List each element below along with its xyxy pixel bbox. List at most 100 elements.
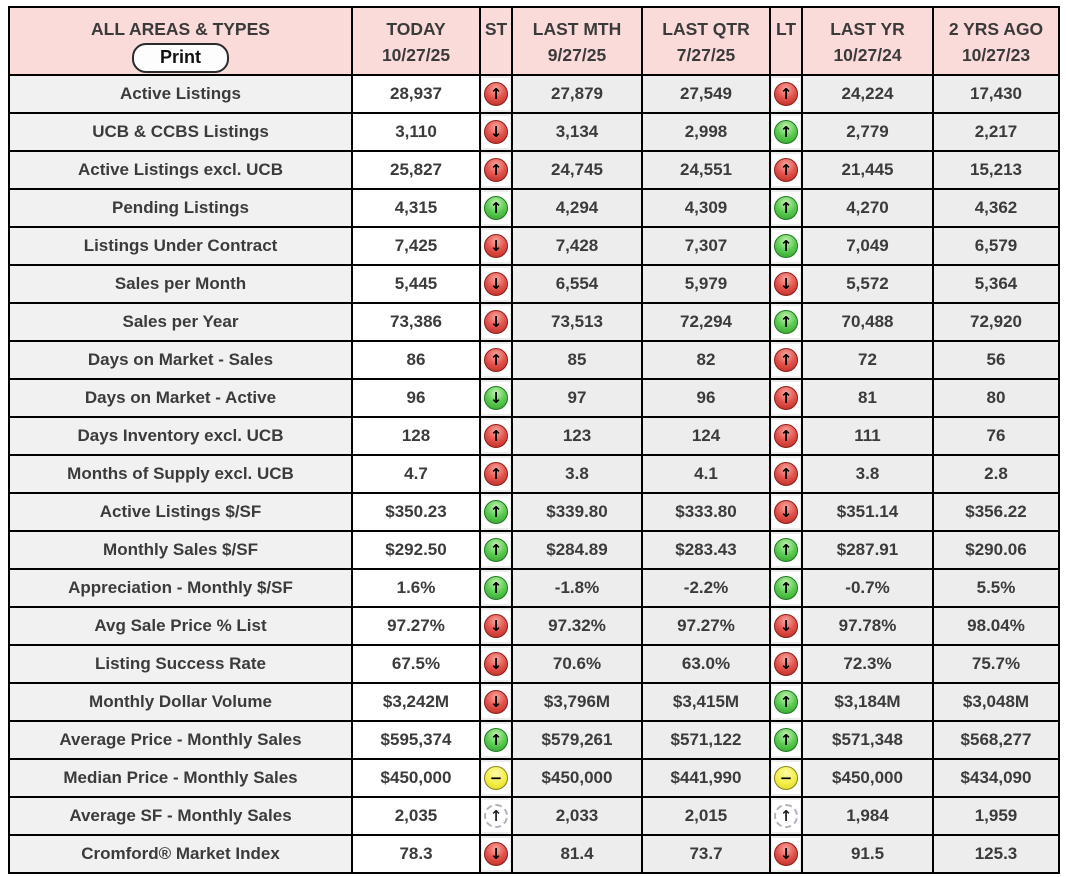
- two-yrs-ago-value: 98.04%: [932, 606, 1060, 646]
- st-indicator-cell: −: [479, 758, 513, 798]
- last-yr-value: 3.8: [801, 454, 934, 494]
- row-label: Cromford® Market Index: [8, 834, 353, 874]
- row-label: Listing Success Rate: [8, 644, 353, 684]
- lt-indicator-cell: ↑: [769, 378, 803, 418]
- last-qtr-value: $333.80: [641, 492, 771, 532]
- header-lt: LT: [769, 6, 803, 76]
- trend-yellow-minus-icon: −: [482, 762, 510, 794]
- table-row: Avg Sale Price % List 97.27% ↓ 97.32% 97…: [8, 606, 1060, 646]
- last-yr-value: 91.5: [801, 834, 934, 874]
- st-indicator-cell: ↓: [479, 682, 513, 722]
- last-yr-value: 24,224: [801, 74, 934, 114]
- trend-red-down-icon: ↓: [772, 496, 800, 528]
- st-indicator-cell: ↑: [479, 340, 513, 380]
- today-value: 96: [351, 378, 481, 418]
- last-mth-value: $579,261: [511, 720, 643, 760]
- row-label: UCB & CCBS Listings: [8, 112, 353, 152]
- table-row: Active Listings 28,937 ↑ 27,879 27,549 ↑…: [8, 74, 1060, 114]
- today-value: $3,242M: [351, 682, 481, 722]
- last-yr-value: $450,000: [801, 758, 934, 798]
- row-label: Days on Market - Active: [8, 378, 353, 418]
- table-row: Appreciation - Monthly $/SF 1.6% ↑ -1.8%…: [8, 568, 1060, 608]
- lt-indicator-cell: ↑: [769, 188, 803, 228]
- table-row: Active Listings excl. UCB 25,827 ↑ 24,74…: [8, 150, 1060, 190]
- header-today-date: 10/27/25: [381, 45, 451, 65]
- row-label: Active Listings excl. UCB: [8, 150, 353, 190]
- st-indicator-cell: ↑: [479, 796, 513, 836]
- last-yr-value: 21,445: [801, 150, 934, 190]
- today-value: 7,425: [351, 226, 481, 266]
- two-yrs-ago-value: 6,579: [932, 226, 1060, 266]
- header-lt-label: LT: [775, 19, 797, 39]
- trend-green-up-icon: ↑: [482, 192, 510, 224]
- st-indicator-cell: ↓: [479, 834, 513, 874]
- header-area-cell: ALL AREAS & TYPES Print: [8, 6, 353, 76]
- last-qtr-value: $283.43: [641, 530, 771, 570]
- trend-red-down-icon: ↓: [482, 686, 510, 718]
- table-row: Months of Supply excl. UCB 4.7 ↑ 3.8 4.1…: [8, 454, 1060, 494]
- trend-red-down-icon: ↓: [482, 268, 510, 300]
- today-value: 1.6%: [351, 568, 481, 608]
- two-yrs-ago-value: $3,048M: [932, 682, 1060, 722]
- row-label: Pending Listings: [8, 188, 353, 228]
- today-value: 25,827: [351, 150, 481, 190]
- today-value: $350.23: [351, 492, 481, 532]
- trend-green-up-icon: ↑: [772, 686, 800, 718]
- header-two-yrs-date: 10/27/23: [961, 45, 1031, 65]
- last-yr-value: 70,488: [801, 302, 934, 342]
- last-mth-value: 97.32%: [511, 606, 643, 646]
- two-yrs-ago-value: 17,430: [932, 74, 1060, 114]
- two-yrs-ago-value: $290.06: [932, 530, 1060, 570]
- table-body: Active Listings 28,937 ↑ 27,879 27,549 ↑…: [8, 74, 1060, 874]
- last-qtr-value: 24,551: [641, 150, 771, 190]
- lt-indicator-cell: ↑: [769, 416, 803, 456]
- today-value: 78.3: [351, 834, 481, 874]
- table-row: Listings Under Contract 7,425 ↓ 7,428 7,…: [8, 226, 1060, 266]
- last-qtr-value: 4,309: [641, 188, 771, 228]
- header-last-mth-date: 9/27/25: [547, 45, 607, 65]
- st-indicator-cell: ↓: [479, 644, 513, 684]
- last-qtr-value: 4.1: [641, 454, 771, 494]
- table-row: Sales per Year 73,386 ↓ 73,513 72,294 ↑ …: [8, 302, 1060, 342]
- today-value: 97.27%: [351, 606, 481, 646]
- last-qtr-value: 2,015: [641, 796, 771, 836]
- row-label: Monthly Sales $/SF: [8, 530, 353, 570]
- last-mth-value: 7,428: [511, 226, 643, 266]
- trend-red-down-icon: ↓: [772, 268, 800, 300]
- table-row: Cromford® Market Index 78.3 ↓ 81.4 73.7 …: [8, 834, 1060, 874]
- header-two-yrs: 2 YRS AGO 10/27/23: [932, 6, 1060, 76]
- last-qtr-value: $3,415M: [641, 682, 771, 722]
- trend-neutral-up-icon: ↑: [482, 800, 510, 832]
- trend-red-down-icon: ↓: [482, 306, 510, 338]
- trend-red-down-icon: ↓: [482, 648, 510, 680]
- two-yrs-ago-value: 5,364: [932, 264, 1060, 304]
- last-yr-value: 111: [801, 416, 934, 456]
- trend-red-up-icon: ↑: [482, 344, 510, 376]
- last-mth-value: 6,554: [511, 264, 643, 304]
- today-value: 128: [351, 416, 481, 456]
- header-last-qtr-date: 7/27/25: [676, 45, 736, 65]
- today-value: 86: [351, 340, 481, 380]
- last-mth-value: 123: [511, 416, 643, 456]
- trend-red-down-icon: ↓: [482, 116, 510, 148]
- last-mth-value: 3.8: [511, 454, 643, 494]
- last-mth-value: $284.89: [511, 530, 643, 570]
- st-indicator-cell: ↓: [479, 112, 513, 152]
- print-button[interactable]: Print: [131, 43, 229, 73]
- two-yrs-ago-value: $434,090: [932, 758, 1060, 798]
- st-indicator-cell: ↑: [479, 530, 513, 570]
- header-row: ALL AREAS & TYPES Print TODAY 10/27/25 S…: [8, 6, 1060, 76]
- today-value: 4.7: [351, 454, 481, 494]
- market-summary-table: ALL AREAS & TYPES Print TODAY 10/27/25 S…: [8, 6, 1060, 874]
- two-yrs-ago-value: 4,362: [932, 188, 1060, 228]
- trend-green-up-icon: ↑: [772, 192, 800, 224]
- lt-indicator-cell: ↑: [769, 454, 803, 494]
- table-row: Monthly Sales $/SF $292.50 ↑ $284.89 $28…: [8, 530, 1060, 570]
- trend-green-up-icon: ↑: [772, 572, 800, 604]
- last-qtr-value: 27,549: [641, 74, 771, 114]
- st-indicator-cell: ↓: [479, 226, 513, 266]
- lt-indicator-cell: ↓: [769, 644, 803, 684]
- st-indicator-cell: ↓: [479, 378, 513, 418]
- st-indicator-cell: ↑: [479, 150, 513, 190]
- lt-indicator-cell: ↑: [769, 796, 803, 836]
